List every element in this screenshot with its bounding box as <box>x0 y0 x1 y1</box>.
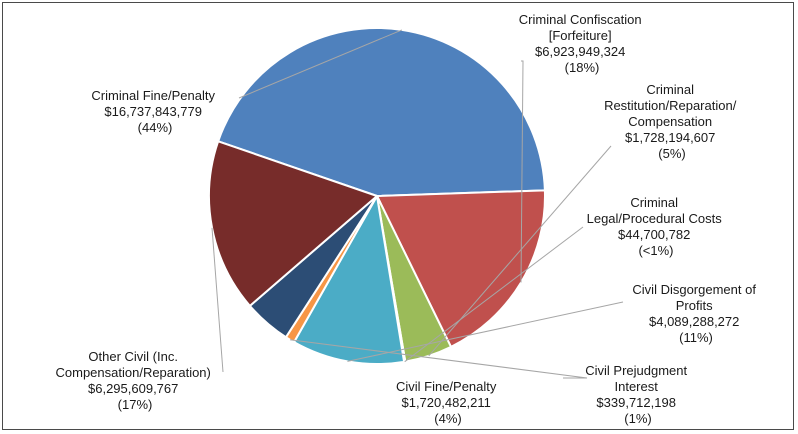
slice-name-line: Civil Disgorgement of <box>632 282 756 297</box>
slice-name-line: Other Civil (Inc. <box>88 349 178 364</box>
slice-value: $16,737,843,779 <box>104 104 202 119</box>
slice-name-line: [Forfeiture] <box>549 28 612 43</box>
slice-name-line: Criminal Confiscation <box>519 12 642 27</box>
slice-label-criminal-fine-penalty: Criminal Fine/Penalty $16,737,843,779 (4… <box>91 88 218 135</box>
slice-name-line: Criminal Fine/Penalty <box>91 88 215 103</box>
leader-line-civil-disgorgement-of-profits <box>347 301 624 362</box>
slice-percent: (5%) <box>658 146 685 161</box>
slice-value: $1,720,482,211 <box>401 395 490 410</box>
slice-name-line: Compensation <box>628 114 712 129</box>
slices-group <box>208 27 546 365</box>
slice-name-line: Criminal <box>630 195 678 210</box>
slice-name-line: Criminal <box>646 82 694 97</box>
slice-percent: (11%) <box>679 330 713 345</box>
leader-line-criminal-legal-procedural-costs <box>404 226 584 363</box>
chart-frame: Criminal Fine/Penalty $16,737,843,779 (4… <box>2 2 794 430</box>
slice-percent: (1%) <box>624 411 651 426</box>
leader-line-other-civil-inc-compensation-reparation <box>211 227 224 373</box>
leader-line-criminal-confiscation-forfeiture <box>520 60 524 283</box>
slice-value: $339,712,198 <box>596 395 676 410</box>
slice-name-line: Restitution/Reparation/ <box>604 98 737 113</box>
leader-line-criminal-fine-penalty <box>238 29 403 99</box>
slice-percent: (<1%) <box>638 243 673 258</box>
slice-name-line: Civil Prejudgment <box>585 363 687 378</box>
slice-percent: (44%) <box>138 120 173 135</box>
slice-name-line: Profits <box>676 298 713 313</box>
pie-chart: Criminal Fine/Penalty $16,737,843,779 (4… <box>56 12 759 426</box>
slice-value: $6,295,609,767 <box>88 381 178 396</box>
slice-percent: (4%) <box>434 411 461 426</box>
slice-label-civil-fine-penalty: Civil Fine/Penalty $1,720,482,211 (4%) <box>396 379 500 426</box>
slice-name-line: Legal/Procedural Costs <box>587 211 723 226</box>
pie-slice-criminal-fine-penalty <box>217 27 546 197</box>
slice-label-civil-disgorgement: Civil Disgorgement of Profits $4,089,288… <box>632 282 759 345</box>
slice-value: $44,700,782 <box>618 227 690 242</box>
leader-lines-group <box>211 29 624 379</box>
slice-name-line: Civil Fine/Penalty <box>396 379 497 394</box>
slice-label-criminal-restitution: Criminal Restitution/Reparation/ Compens… <box>604 82 740 161</box>
slice-percent: (18%) <box>565 60 600 75</box>
slice-value: $4,089,288,272 <box>649 314 739 329</box>
slice-value: $1,728,194,607 <box>625 130 715 145</box>
slice-label-criminal-confiscation: Criminal Confiscation [Forfeiture] $6,92… <box>519 12 645 75</box>
slice-label-civil-prejudgment-interest: Civil Prejudgment Interest $339,712,198 … <box>585 363 691 426</box>
slice-label-criminal-legal-costs: Criminal Legal/Procedural Costs $44,700,… <box>587 195 726 258</box>
slice-value: $6,923,949,324 <box>535 44 625 59</box>
slice-label-other-civil: Other Civil (Inc. Compensation/Reparatio… <box>56 349 215 412</box>
slice-name-line: Compensation/Reparation) <box>56 365 211 380</box>
leader-line-civil-prejudgment-interest <box>289 339 588 379</box>
slice-name-line: Interest <box>615 379 659 394</box>
slice-percent: (17%) <box>118 397 153 412</box>
